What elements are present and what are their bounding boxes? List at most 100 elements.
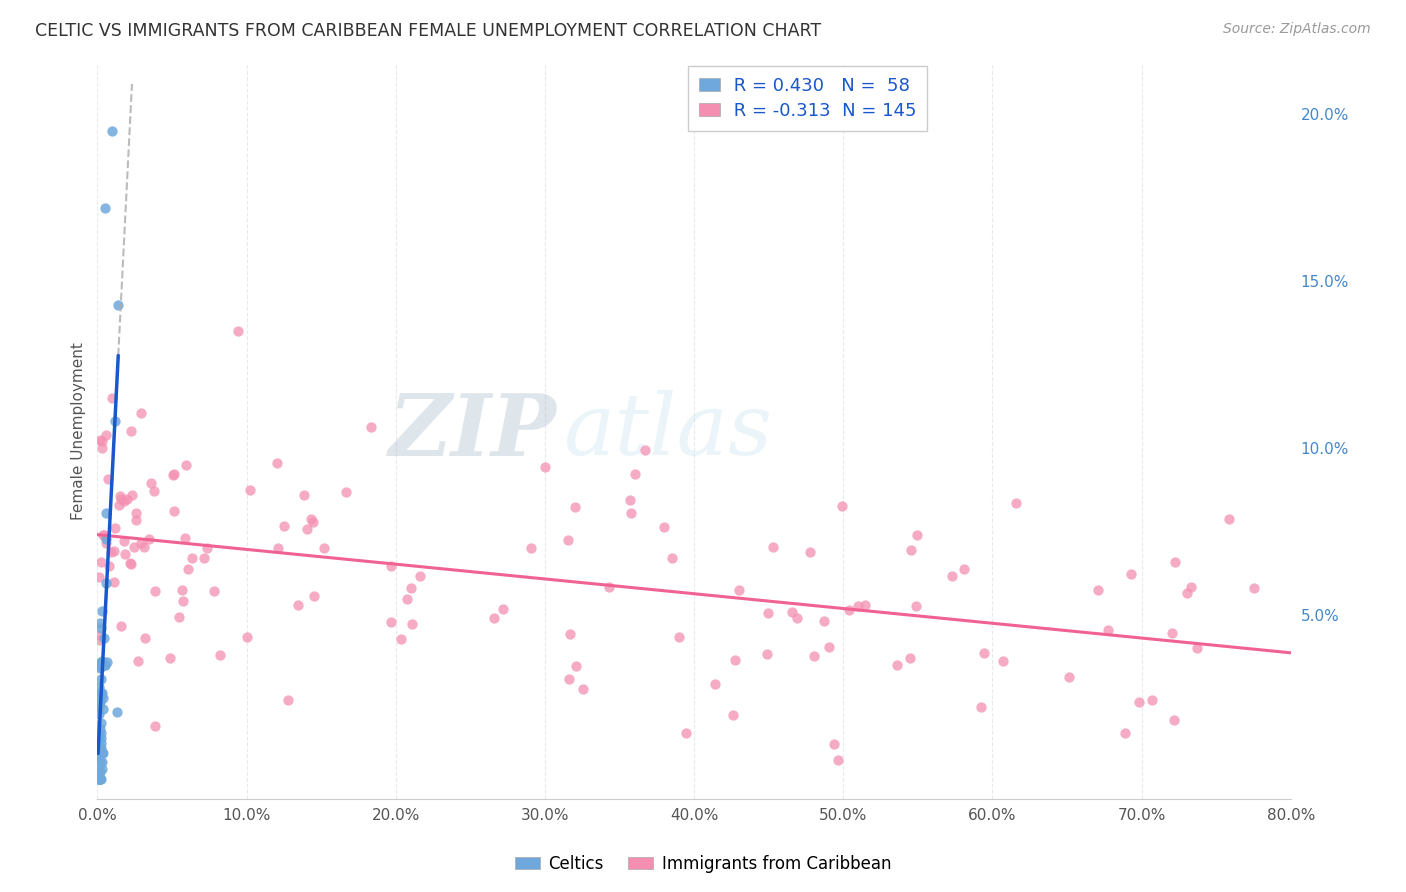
Point bbox=[89, 707, 111, 722]
Point bbox=[239, 483, 262, 498]
Point bbox=[266, 456, 288, 470]
Point bbox=[143, 719, 166, 733]
Point bbox=[96, 428, 118, 442]
Point bbox=[295, 522, 318, 536]
Point bbox=[120, 425, 142, 439]
Point bbox=[90, 731, 112, 746]
Point bbox=[818, 640, 841, 655]
Point bbox=[89, 700, 111, 714]
Point bbox=[110, 491, 132, 506]
Point bbox=[1243, 581, 1265, 595]
Point bbox=[90, 441, 112, 455]
Point bbox=[93, 690, 115, 705]
Point bbox=[831, 500, 853, 514]
Point bbox=[134, 632, 156, 646]
Point bbox=[953, 562, 976, 576]
Point bbox=[139, 475, 162, 490]
Point bbox=[89, 765, 111, 780]
Point bbox=[122, 540, 145, 554]
Point bbox=[853, 598, 876, 612]
Point bbox=[87, 772, 110, 786]
Point bbox=[799, 545, 821, 559]
Point bbox=[755, 647, 778, 661]
Point bbox=[163, 504, 186, 518]
Point bbox=[209, 648, 232, 662]
Point bbox=[101, 124, 124, 138]
Point bbox=[90, 762, 112, 776]
Point bbox=[89, 772, 111, 786]
Point bbox=[661, 550, 683, 565]
Point bbox=[89, 755, 111, 769]
Point bbox=[89, 633, 111, 648]
Point bbox=[301, 515, 323, 529]
Text: CELTIC VS IMMIGRANTS FROM CARIBBEAN FEMALE UNEMPLOYMENT CORRELATION CHART: CELTIC VS IMMIGRANTS FROM CARIBBEAN FEMA… bbox=[35, 22, 821, 40]
Point bbox=[180, 550, 202, 565]
Point bbox=[1119, 567, 1142, 582]
Point bbox=[94, 658, 117, 673]
Point bbox=[103, 544, 125, 558]
Point bbox=[87, 658, 110, 673]
Point bbox=[1163, 555, 1185, 569]
Point bbox=[399, 581, 422, 595]
Point bbox=[1097, 623, 1119, 637]
Point bbox=[87, 772, 110, 786]
Point bbox=[93, 746, 115, 760]
Point bbox=[87, 765, 110, 780]
Point bbox=[89, 695, 111, 709]
Point bbox=[89, 681, 111, 695]
Point bbox=[668, 630, 690, 644]
Point bbox=[1114, 726, 1136, 740]
Point bbox=[724, 653, 747, 667]
Point bbox=[87, 772, 110, 786]
Text: Source: ZipAtlas.com: Source: ZipAtlas.com bbox=[1223, 22, 1371, 37]
Point bbox=[226, 324, 249, 338]
Point bbox=[619, 506, 641, 520]
Point bbox=[94, 535, 117, 549]
Point bbox=[103, 574, 125, 589]
Point bbox=[89, 772, 111, 786]
Point bbox=[565, 658, 588, 673]
Point bbox=[89, 716, 111, 731]
Point bbox=[786, 611, 808, 625]
Point bbox=[813, 615, 835, 629]
Point bbox=[292, 487, 315, 501]
Point bbox=[823, 737, 845, 751]
Point bbox=[564, 500, 586, 515]
Point bbox=[114, 534, 136, 549]
Point bbox=[93, 632, 115, 646]
Point bbox=[704, 676, 727, 690]
Point bbox=[236, 630, 259, 644]
Point bbox=[87, 751, 110, 765]
Point bbox=[904, 599, 927, 614]
Point bbox=[91, 702, 114, 716]
Point bbox=[90, 685, 112, 699]
Point bbox=[87, 729, 110, 743]
Point bbox=[900, 543, 922, 558]
Point bbox=[174, 458, 197, 473]
Point bbox=[143, 584, 166, 599]
Point bbox=[162, 467, 184, 482]
Point bbox=[107, 297, 129, 311]
Point bbox=[838, 603, 860, 617]
Point bbox=[104, 521, 127, 535]
Point bbox=[118, 556, 141, 570]
Point bbox=[277, 693, 299, 707]
Point bbox=[572, 681, 595, 696]
Point bbox=[846, 599, 869, 614]
Point bbox=[624, 467, 647, 482]
Point bbox=[87, 758, 110, 772]
Point bbox=[287, 598, 309, 612]
Point bbox=[973, 647, 995, 661]
Point bbox=[121, 488, 143, 502]
Point bbox=[132, 541, 155, 555]
Point bbox=[299, 512, 322, 526]
Point bbox=[172, 594, 194, 608]
Point bbox=[87, 656, 110, 670]
Point bbox=[90, 741, 112, 756]
Point bbox=[89, 615, 111, 630]
Point bbox=[127, 654, 149, 668]
Point bbox=[803, 649, 825, 664]
Point bbox=[1087, 582, 1109, 597]
Point bbox=[89, 723, 111, 737]
Point bbox=[125, 506, 148, 520]
